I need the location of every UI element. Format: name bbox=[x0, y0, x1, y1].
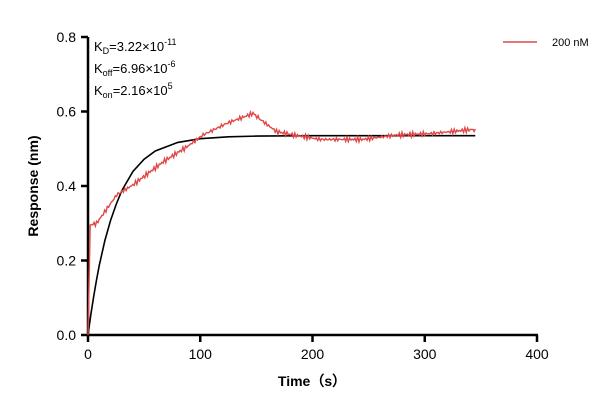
annotation-kd: KD=3.22×10-11 bbox=[94, 37, 176, 56]
annotation-koff: Koff=6.96×10-6 bbox=[94, 59, 175, 78]
y-tick-label: 0.6 bbox=[57, 104, 77, 120]
y-tick-label: 0.8 bbox=[57, 29, 77, 45]
x-axis-title: Time（s） bbox=[278, 373, 346, 389]
legend-label: 200 nM bbox=[552, 37, 589, 49]
x-tick-label: 100 bbox=[189, 346, 213, 362]
legend: 200 nM bbox=[503, 37, 589, 49]
y-tick-label: 0.0 bbox=[57, 327, 77, 343]
axes: 0.0 0.2 0.4 0.6 0.8 0 100 200 300 400 bbox=[57, 29, 549, 362]
x-tick-label: 200 bbox=[301, 346, 325, 362]
y-tick-label: 0.4 bbox=[57, 178, 77, 194]
fit-curve-line bbox=[87, 134, 476, 336]
y-axis-title: Response (nm) bbox=[25, 135, 41, 236]
y-tick-label: 0.2 bbox=[57, 253, 77, 269]
series-200nm-line bbox=[87, 109, 476, 336]
annotation-kon: Kon=2.16×105 bbox=[94, 81, 173, 100]
x-tick-label: 0 bbox=[84, 346, 92, 362]
x-tick-label: 300 bbox=[413, 346, 437, 362]
series-layer bbox=[87, 109, 476, 336]
x-tick-label: 400 bbox=[525, 346, 549, 362]
